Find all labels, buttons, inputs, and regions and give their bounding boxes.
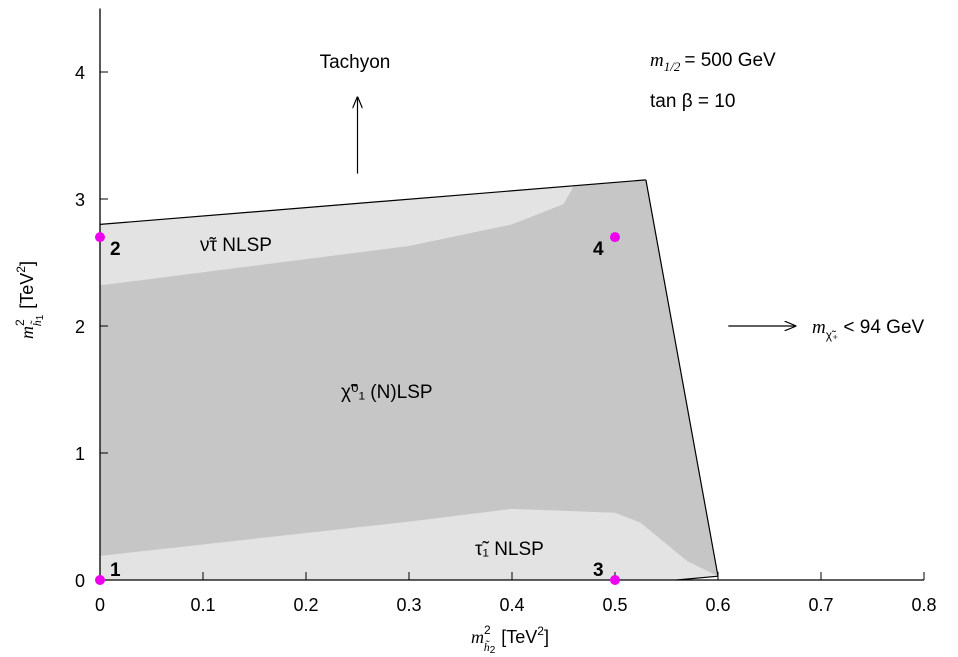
- benchmark-point-2: [95, 232, 105, 243]
- y-tick-label: 3: [75, 190, 85, 210]
- y-tick-label: 0: [75, 571, 85, 591]
- benchmark-point-label-1: 1: [110, 560, 121, 581]
- tan-beta-annotation: tan β = 10: [650, 91, 735, 112]
- x-tick-label: 0.4: [499, 595, 524, 615]
- benchmark-point-1: [95, 575, 105, 585]
- benchmark-point-3: [610, 575, 620, 585]
- y-tick-label: 4: [75, 63, 85, 83]
- x-tick-label: 0.6: [705, 595, 730, 615]
- benchmark-point-label-2: 2: [110, 239, 121, 260]
- y-axis-title: m2 h̃1[TeV2]: [13, 261, 46, 339]
- x-tick-label: 0.7: [808, 595, 833, 615]
- region-nlsp-1: [100, 179, 718, 577]
- sneutrino-nlsp-label: ν̃τ NLSP: [200, 235, 272, 256]
- x-tick-label: 0.5: [602, 595, 627, 615]
- x-tick-label: 0.1: [190, 595, 215, 615]
- neutralino-lsp-label: χ̃⁰₁ (N)LSP: [341, 382, 433, 403]
- y-tick-label: 1: [75, 444, 85, 464]
- x-tick-label: 0.3: [396, 595, 421, 615]
- benchmark-point-label-3: 3: [593, 560, 604, 581]
- benchmark-point-4: [610, 232, 620, 243]
- x-tick-label: 0.2: [293, 595, 318, 615]
- m-half-annotation: m1/2 = 500 GeV: [650, 50, 776, 74]
- x-axis-title: m2 h̃2[TeV2]: [471, 623, 549, 656]
- boundary-line-1: [645, 179, 719, 577]
- boundary-line-0: [99, 179, 646, 225]
- regions-layer: [100, 179, 718, 580]
- tachyon-annotation: Tachyon: [320, 52, 391, 73]
- points-layer: 1 2 3 4: [95, 232, 620, 585]
- x-tick-label: 0: [95, 595, 105, 615]
- arrows-layer: [358, 97, 796, 326]
- stau-nlsp-label: τ̃₁ NLSP: [475, 539, 544, 560]
- x-tick-label: 0.8: [911, 595, 936, 615]
- y-tick-label: 2: [75, 317, 85, 337]
- chargino-annotation: mχ̃₊ < 94 GeV: [812, 317, 925, 342]
- benchmark-point-label-4: 4: [593, 239, 604, 260]
